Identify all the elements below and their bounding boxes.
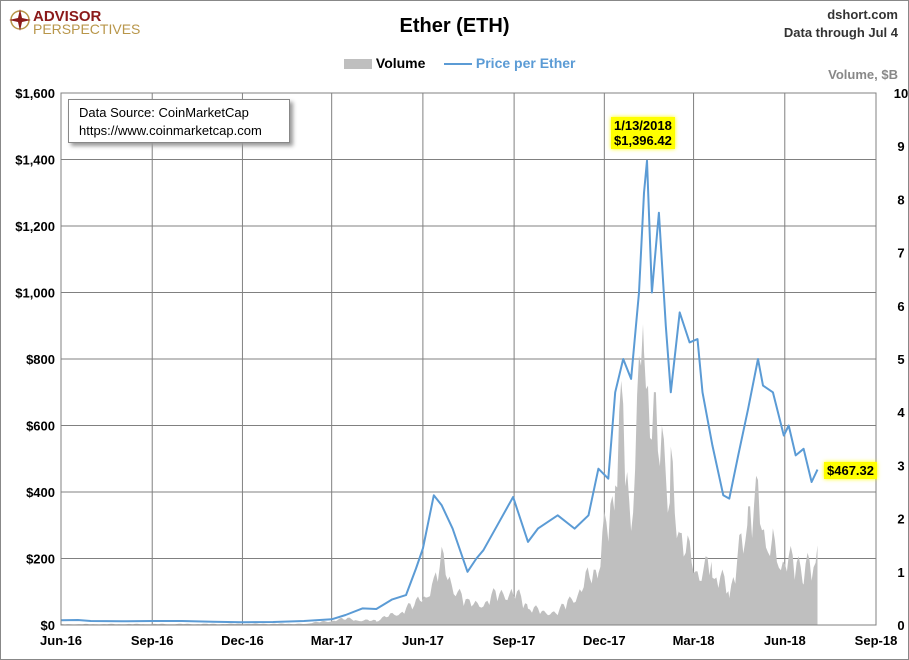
peak-date: 1/13/2018 — [614, 118, 672, 133]
y-right-tick-label: 7 — [897, 246, 904, 261]
legend-price-label: Price per Ether — [475, 55, 576, 71]
y-right-tick-label: 6 — [897, 299, 904, 314]
y-right-tick-label: 0 — [897, 618, 904, 633]
volume-area — [61, 324, 818, 625]
peak-annotation: 1/13/2018 $1,396.42 — [611, 117, 675, 149]
x-tick-label: Sep-16 — [131, 633, 174, 648]
x-tick-label: Sep-17 — [493, 633, 536, 648]
price-line — [60, 159, 819, 624]
y-left-tick-label: $1,600 — [15, 86, 55, 101]
legend-volume-swatch — [344, 59, 372, 70]
y-left-tick-label: $0 — [41, 618, 55, 633]
y-left-tick-label: $800 — [26, 352, 55, 367]
chart-title: Ether (ETH) — [399, 15, 510, 37]
y-right-tick-label: 8 — [897, 192, 904, 207]
x-tick-label: Jun-17 — [402, 633, 444, 648]
y-left-tick-label: $1,400 — [15, 153, 55, 168]
y-right-tick-label: 10 — [894, 86, 908, 101]
legend-volume-label: Volume — [375, 55, 426, 71]
legend-price: Price per Ether — [444, 55, 576, 71]
data-source-text: Data Source: CoinMarketCap — [79, 105, 249, 120]
x-tick-label: Mar-17 — [311, 633, 353, 648]
y-right-tick-label: 5 — [897, 352, 904, 367]
x-tick-label: Dec-17 — [583, 633, 626, 648]
last-price-annotation: $467.32 — [824, 462, 877, 479]
y-left-tick-label: $600 — [26, 419, 55, 434]
y-right-tick-label: 1 — [897, 565, 904, 580]
x-tick-label: Jun-16 — [40, 633, 82, 648]
y-right-tick-label: 2 — [897, 512, 904, 527]
x-tick-label: Jun-18 — [764, 633, 806, 648]
x-tick-label: Sep-18 — [855, 633, 898, 648]
site-name: dshort.com — [827, 7, 898, 22]
logo-perspectives: PERSPECTIVES — [33, 21, 141, 37]
plot-border — [60, 92, 877, 626]
legend-price-swatch — [444, 63, 472, 66]
x-tick-label: Mar-18 — [673, 633, 715, 648]
y-left-tick-label: $1,200 — [15, 219, 55, 234]
data-source-url: https://www.coinmarketcap.com — [79, 123, 262, 138]
legend-volume: Volume — [344, 55, 425, 71]
y-left-tick-label: $200 — [26, 552, 55, 567]
y-left-tick-label: $1,000 — [15, 286, 55, 301]
volume-axis-label: Volume, $B — [828, 67, 898, 82]
compass-logo-icon — [9, 9, 31, 31]
y-right-tick-label: 4 — [897, 405, 905, 420]
peak-price: $1,396.42 — [614, 133, 672, 148]
y-right-tick-label: 9 — [897, 139, 904, 154]
y-left-tick-label: $400 — [26, 485, 55, 500]
y-right-tick-label: 3 — [897, 458, 904, 473]
data-source-box: Data Source: CoinMarketCap https://www.c… — [68, 99, 290, 143]
data-through: Data through Jul 4 — [783, 25, 898, 40]
logo-advisor: ADVISOR — [33, 8, 102, 25]
x-tick-label: Dec-16 — [221, 633, 264, 648]
